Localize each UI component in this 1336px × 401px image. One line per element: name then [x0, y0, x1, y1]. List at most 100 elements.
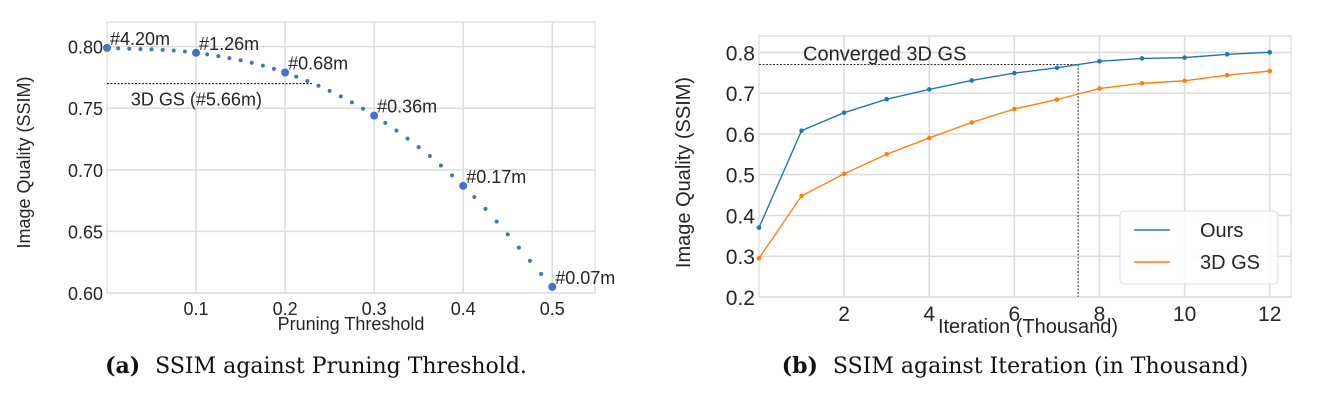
chart-b-data-point [969, 78, 975, 83]
chart-b-y-tick-label: 0.6 [726, 124, 755, 147]
chart-b-y-tick-label: 0.8 [726, 42, 755, 65]
chart-a-trend-dot [361, 106, 366, 111]
chart-a-trend-dot [472, 194, 477, 199]
chart-a-plot-area [106, 21, 596, 294]
chart-a-data-point [192, 48, 201, 57]
chart-a-data-label: #0.68m [288, 54, 348, 74]
chart-b-data-point [1012, 70, 1017, 76]
chart-a-data-label: #1.26m [199, 34, 259, 54]
chart-a-trend-dot [405, 136, 410, 141]
chart-a-trend-dot [539, 272, 544, 277]
chart-a-trend-dot [516, 245, 521, 250]
chart-a-reference: 3D GS (#5.66m) [107, 83, 312, 110]
chart-a-trend-dot [294, 74, 299, 79]
chart-a-trend-dot [494, 219, 499, 224]
chart-a-trend-dot [527, 258, 532, 263]
chart-a-trend-dot [450, 173, 455, 178]
chart-a-trend-dot [305, 79, 310, 84]
chart-a-data-point [459, 181, 468, 190]
chart-a-trend-dot [171, 48, 176, 53]
chart-a-y-tick-label: 0.60 [68, 284, 103, 304]
chart-a: 3D GS (#5.66m) #4.20m #1.26m#0.68m#0.36m#… [14, 21, 615, 379]
chart-a-trend-dot [427, 154, 432, 159]
chart-a-trend-dot [383, 120, 388, 125]
chart-b-data-point [1224, 72, 1230, 78]
chart-b-data-point [1097, 58, 1102, 64]
chart-b-data-point [1054, 65, 1060, 71]
chart-a-x-axis-label: Pruning Threshold [278, 314, 425, 334]
chart-b-data-point [884, 96, 889, 102]
chart-b-x-tick-label: 2 [838, 303, 850, 326]
chart-a-trend-dot [138, 47, 143, 52]
chart-a-caption-text: SSIM against Pruning Threshold. [155, 354, 527, 379]
chart-b-legend: Ours 3D GS [1119, 210, 1279, 285]
chart-a-x-tick-label: 0.1 [184, 299, 209, 319]
chart-a-trend-dot [349, 100, 354, 105]
chart-b-data-point [799, 193, 804, 199]
chart-b-data-point [841, 171, 847, 177]
chart-a-y-tick-label: 0.70 [68, 161, 103, 181]
chart-b-data-point [1182, 78, 1187, 84]
chart-b-data-point [1182, 55, 1187, 60]
chart-b-x-tick-label: 6 [1009, 303, 1021, 326]
chart-b-x-tick-label: 4 [923, 303, 935, 326]
chart-a-trend-dot [271, 66, 276, 71]
chart-b-data-point [1267, 50, 1273, 55]
chart-a-trend-dot [316, 83, 321, 88]
chart-b-data-point [926, 87, 932, 92]
chart-b-ticks: 2 4 6 8 10 12 0.2 0.3 0.4 0.5 0.6 0.7 0.8 [726, 42, 1282, 326]
chart-a-y-tick-label: 0.75 [68, 99, 103, 119]
chart-a-data-label: #0.36m [377, 97, 437, 117]
chart-b-data-point [1267, 68, 1273, 74]
chart-b-data-point [1054, 97, 1060, 102]
chart-b-legend-label: 3D GS [1200, 252, 1260, 274]
chart-b-data-point [841, 110, 847, 115]
chart-a-y-tick-label: 0.80 [68, 38, 103, 58]
chart-a-trend-dot [483, 206, 488, 211]
chart-b-x-tick-label: 10 [1173, 303, 1196, 326]
chart-a-trend-dot [416, 145, 421, 150]
chart-b-legend-box [1119, 210, 1279, 285]
chart-b-data-point [1139, 81, 1145, 86]
chart-a-y-axis-label: Image Quality (SSIM) [14, 76, 34, 248]
chart-a-y-tick-label: 0.65 [68, 222, 103, 242]
chart-a-trend-dot [260, 63, 265, 68]
chart-a-trend-dot [205, 52, 210, 57]
chart-a-data-label: #0.07m [555, 268, 615, 288]
chart-b-data-point [756, 225, 762, 230]
chart-a-trend-dot [438, 163, 443, 168]
chart-b-y-tick-label: 0.3 [726, 246, 755, 269]
chart-a-trend-dot [149, 47, 154, 52]
chart-b-data-point [926, 135, 932, 141]
chart-a-trend-dot [182, 49, 187, 54]
chart-b-y-tick-label: 0.4 [726, 205, 756, 228]
chart-a-caption-tag: (a) [105, 353, 140, 379]
chart-b-legend-label: Ours [1200, 220, 1243, 242]
chart-b-caption-tag: (b) [782, 353, 818, 379]
chart-a-x-tick-label: 0.5 [540, 299, 565, 319]
chart-b-data-point [969, 120, 975, 125]
chart-b-data-point [1139, 56, 1145, 61]
chart-b-y-tick-label: 0.2 [726, 287, 755, 310]
chart-b-data-point [1224, 52, 1230, 57]
chart-a-caption: (a) SSIM against Pruning Threshold. [105, 353, 527, 379]
chart-b-caption-text: SSIM against Iteration (in Thousand) [833, 354, 1248, 379]
chart-a-ticks: 0.1 0.2 0.3 0.4 0.5 0.60 0.65 0.70 0.75 0.80 [68, 38, 565, 319]
chart-b-x-axis-label: Iteration (Thousand) [938, 316, 1118, 338]
chart-a-trend-dot [216, 54, 221, 59]
chart-a-trend-dots [116, 46, 544, 277]
chart-b-y-tick-label: 0.7 [726, 83, 755, 106]
chart-a-trend-dot [394, 128, 399, 133]
chart-b-data-point [756, 255, 762, 261]
chart-a-trend-dot [160, 47, 165, 52]
chart-a-data-point [103, 43, 111, 52]
chart-a-data-point [548, 282, 557, 291]
chart-b-data-point [884, 151, 889, 157]
chart-a-data-point [281, 68, 290, 77]
chart-a-x-tick-label: 0.4 [451, 299, 476, 319]
chart-a-x-tick-label: 0.2 [273, 299, 298, 319]
chart-a-reference-label: 3D GS (#5.66m) [131, 90, 262, 110]
chart-a-data-label: #0.17m [466, 167, 526, 187]
chart-b-series [756, 50, 1273, 261]
